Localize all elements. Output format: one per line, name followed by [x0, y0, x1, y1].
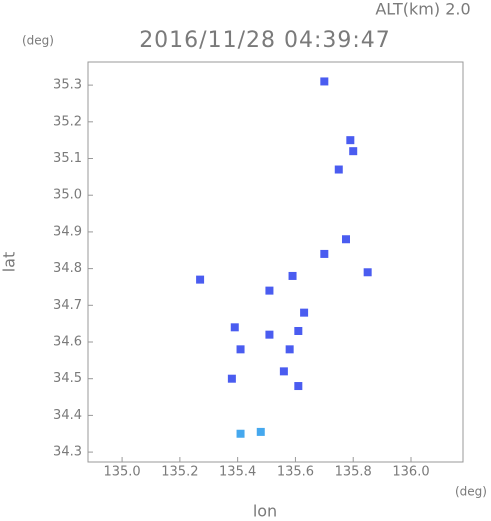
echo-cell: [294, 326, 303, 335]
y-tick-label: 34.4: [53, 408, 82, 423]
echo-cell: [300, 308, 309, 317]
x-tick-label: 136.0: [392, 465, 429, 480]
x-tick-label: 135.4: [219, 465, 256, 480]
x-tick-label: 135.8: [335, 465, 372, 480]
echo-cell: [320, 249, 329, 258]
echo-cell: [320, 77, 329, 86]
echo-cell: [285, 345, 294, 354]
y-tick-label: 34.6: [53, 335, 82, 350]
echo-cell: [341, 235, 350, 244]
annotation: ALT(km) 2.0: [375, 0, 470, 19]
echo-cell: [227, 374, 236, 383]
echo-cell: [236, 345, 245, 354]
echo-cell: [349, 147, 358, 156]
echo-cell: [363, 268, 372, 277]
echo-cell: [265, 330, 274, 339]
echo-cell: [236, 429, 245, 438]
x-axis-label: lon: [253, 502, 277, 521]
echo-cell: [230, 323, 239, 332]
y-tick-label: 34.9: [53, 224, 82, 239]
echo-cell: [265, 286, 274, 295]
echo-cell: [196, 275, 205, 284]
y-axis-label: lat: [0, 252, 19, 273]
echo-cell: [279, 367, 288, 376]
y-tick-label: 34.8: [53, 261, 82, 276]
y-tick-label: 35.3: [53, 78, 82, 93]
y-tick-label: 34.5: [53, 371, 82, 386]
y-tick-label: 35.0: [53, 188, 82, 203]
plot-frame: [87, 61, 464, 463]
echo-cell: [288, 271, 297, 280]
y-tick-label: 34.3: [53, 445, 82, 460]
y-tick-label: 34.7: [53, 298, 82, 313]
chart-title: 2016/11/28 04:39:47: [139, 28, 391, 53]
x-tick-label: 135.2: [161, 465, 198, 480]
echo-cell: [256, 427, 265, 436]
echo-cell: [346, 136, 355, 145]
y-tick-label: 35.2: [53, 114, 82, 129]
y-tick-label: 35.1: [53, 151, 82, 166]
echo-cell: [294, 382, 303, 391]
echo-cell: [334, 165, 343, 174]
x-tick-label: 135.0: [103, 465, 140, 480]
x-tick-label: 135.6: [277, 465, 314, 480]
x-unit: (deg): [455, 485, 487, 499]
y-unit: (deg): [22, 34, 54, 48]
